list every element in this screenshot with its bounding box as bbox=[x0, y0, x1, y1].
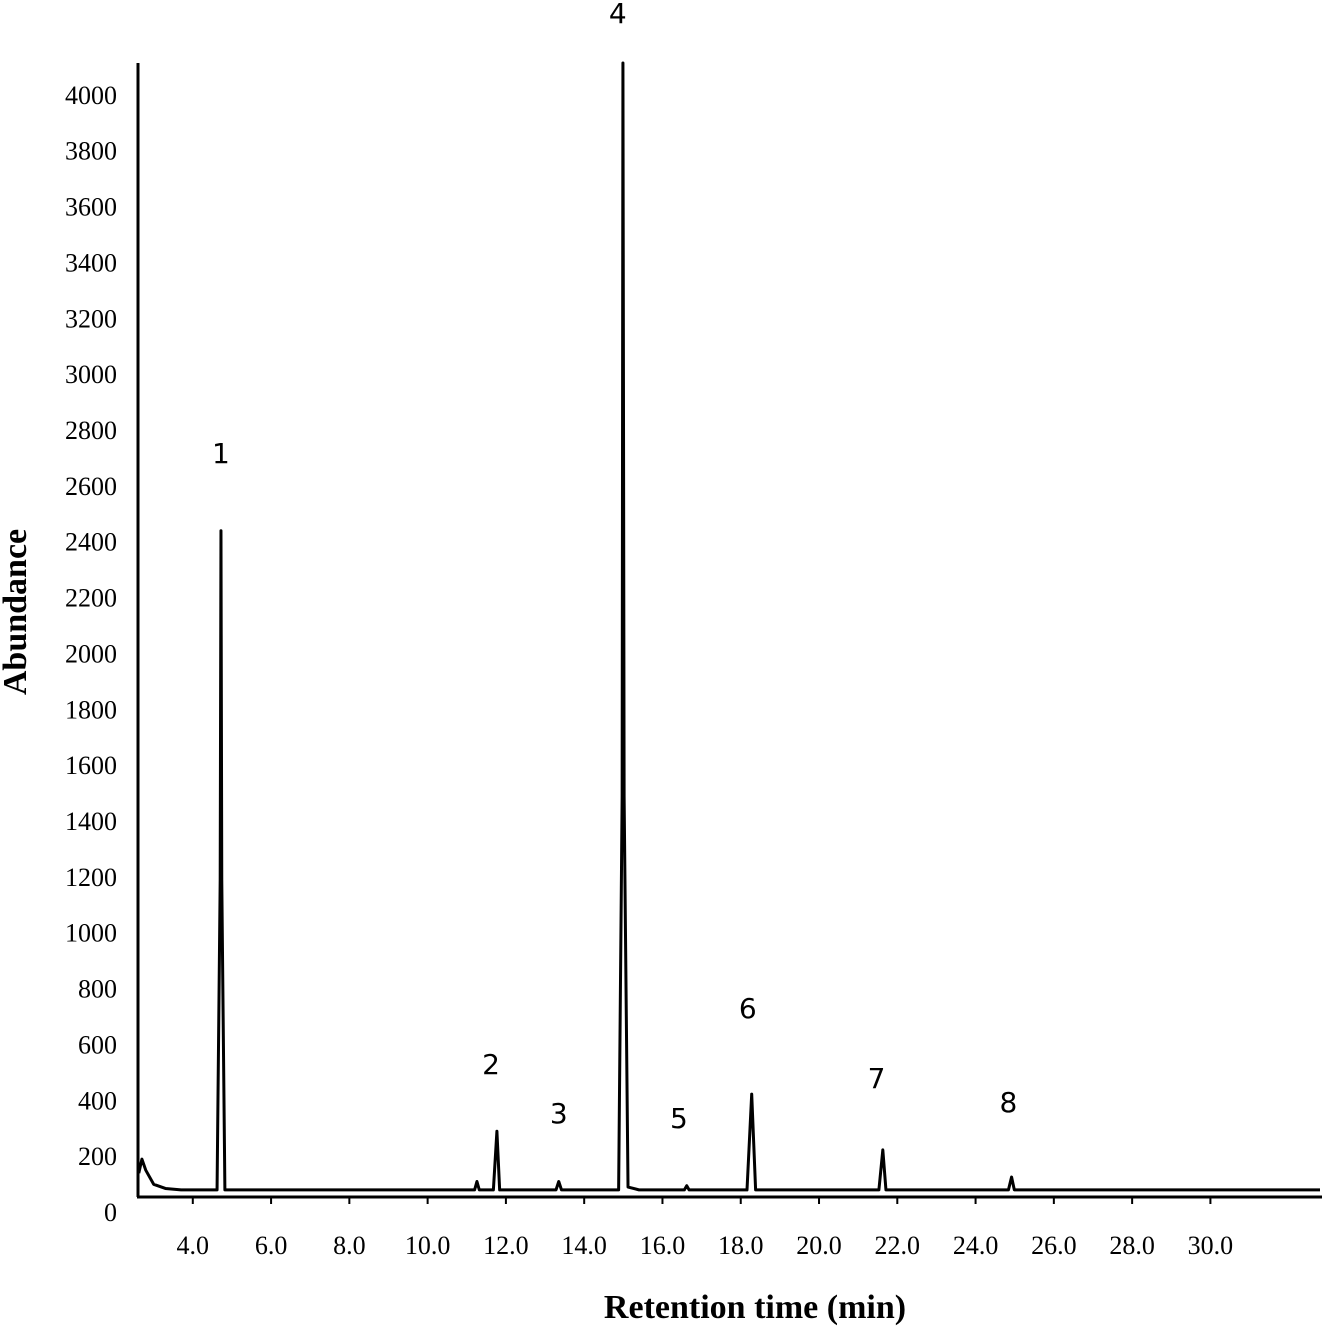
y-tick-label: 800 bbox=[78, 975, 117, 1004]
y-tick-label: 3200 bbox=[65, 304, 117, 333]
y-tick-label: 1400 bbox=[65, 807, 117, 836]
peak-label: 4 bbox=[609, 0, 627, 30]
y-tick-label: 3800 bbox=[65, 137, 117, 166]
peak-label: 2 bbox=[482, 1048, 500, 1081]
y-tick-label: 0 bbox=[104, 1198, 117, 1227]
x-tick-label: 20.0 bbox=[796, 1231, 842, 1260]
y-tick-label: 4000 bbox=[65, 81, 117, 110]
y-tick-label: 2600 bbox=[65, 472, 117, 501]
y-tick-label: 1600 bbox=[65, 751, 117, 780]
peak-label: 5 bbox=[670, 1102, 688, 1135]
x-tick-label: 28.0 bbox=[1109, 1231, 1155, 1260]
y-tick-label: 2200 bbox=[65, 584, 117, 613]
y-tick-label: 1800 bbox=[65, 695, 117, 724]
y-tick-label: 3000 bbox=[65, 360, 117, 389]
y-tick-label: 2400 bbox=[65, 528, 117, 557]
y-tick-label: 600 bbox=[78, 1030, 117, 1059]
x-tick-label: 14.0 bbox=[561, 1231, 607, 1260]
y-tick-label: 2000 bbox=[65, 639, 117, 668]
y-tick-label: 3400 bbox=[65, 248, 117, 277]
peak-label: 3 bbox=[550, 1097, 568, 1130]
x-tick-label: 4.0 bbox=[177, 1231, 210, 1260]
peak-label: 8 bbox=[1000, 1086, 1018, 1119]
x-axis-title: Retention time (min) bbox=[604, 1289, 906, 1326]
peak-label: 6 bbox=[739, 992, 757, 1025]
y-axis-title: Abundance bbox=[0, 529, 34, 695]
x-tick-label: 8.0 bbox=[333, 1231, 366, 1260]
x-tick-label: 18.0 bbox=[718, 1231, 764, 1260]
y-tick-label: 1200 bbox=[65, 863, 117, 892]
x-tick-label: 24.0 bbox=[953, 1231, 999, 1260]
x-tick-label: 6.0 bbox=[255, 1231, 288, 1260]
peak-label: 7 bbox=[868, 1062, 886, 1095]
peak-label: 1 bbox=[212, 437, 230, 470]
x-tick-label: 12.0 bbox=[483, 1231, 529, 1260]
x-tick-label: 22.0 bbox=[875, 1231, 921, 1260]
x-tick-label: 16.0 bbox=[640, 1231, 686, 1260]
y-tick-label: 400 bbox=[78, 1086, 117, 1115]
y-tick-label: 2800 bbox=[65, 416, 117, 445]
y-tick-label: 1000 bbox=[65, 919, 117, 948]
x-tick-label: 26.0 bbox=[1031, 1231, 1077, 1260]
trace bbox=[137, 61, 1320, 1192]
y-tick-label: 3600 bbox=[65, 193, 117, 222]
y-tick-label: 200 bbox=[78, 1142, 117, 1171]
x-tick-label: 30.0 bbox=[1188, 1231, 1234, 1260]
x-tick-label: 10.0 bbox=[405, 1231, 451, 1260]
